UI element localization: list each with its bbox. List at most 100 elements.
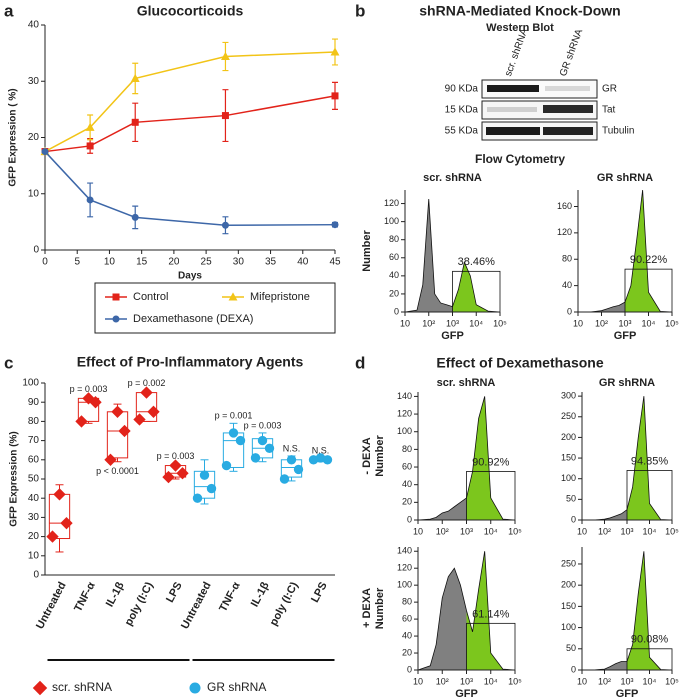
- y-tick-label: 0: [567, 306, 572, 316]
- x-tick-label: 45: [329, 257, 341, 268]
- marker: [104, 453, 117, 466]
- x-tick-label: 40: [297, 257, 309, 268]
- legend-label: scr. shRNA: [52, 680, 112, 694]
- x-tick-label: 10⁴: [642, 318, 656, 328]
- area-in-gate: [452, 262, 500, 312]
- y-tick-label: 40: [402, 630, 412, 640]
- x-tick-label: 10: [577, 526, 587, 536]
- marker: [293, 464, 304, 475]
- x-axis-label: GFP: [616, 688, 639, 700]
- annotation: N.S.: [283, 443, 301, 453]
- y-axis-label: GFP Expression (%): [9, 431, 20, 526]
- x-axis-label: Days: [178, 271, 202, 282]
- y-tick-label: 0: [407, 664, 412, 674]
- y-tick-label: 200: [561, 580, 576, 590]
- legend-label: GR shRNA: [207, 680, 266, 694]
- marker: [111, 405, 124, 418]
- blot-band: [543, 105, 593, 113]
- x-tick-label: 10³: [446, 318, 459, 328]
- y-tick-label: 120: [384, 198, 399, 208]
- annotation: p < 0.0001: [96, 466, 139, 476]
- marker: [308, 455, 319, 465]
- band-size: 90 KDa: [445, 84, 479, 95]
- marker: [140, 386, 153, 399]
- y-tick-label: 0: [394, 306, 399, 316]
- blot-band: [543, 127, 593, 135]
- histogram-outline: [417, 396, 516, 521]
- x-tick-label: 10: [413, 526, 423, 536]
- series-line: [44, 151, 336, 227]
- legend-marker: [189, 682, 201, 694]
- y-tick-label: 160: [557, 201, 572, 211]
- x-tick-label: 10⁵: [508, 526, 522, 536]
- chart-title: scr. shRNA: [423, 172, 482, 184]
- y-tick-label: 60: [402, 461, 412, 471]
- marker: [60, 516, 73, 530]
- x-tick-label: 10⁵: [665, 318, 679, 328]
- blot-band: [487, 85, 539, 92]
- marker: [235, 435, 246, 446]
- x-tick-label: LPS: [309, 580, 330, 605]
- series-line: [44, 51, 336, 153]
- y-tick-label: 40: [28, 493, 40, 504]
- x-tick-label: IL-1β: [249, 580, 272, 609]
- marker: [130, 73, 140, 82]
- area-below-gate: [418, 497, 467, 520]
- y-tick-label: 20: [28, 132, 40, 143]
- marker: [133, 413, 146, 426]
- y-axis-label: GFP Expression ( %): [8, 88, 19, 186]
- annotation: p = 0.001: [215, 411, 253, 421]
- marker: [162, 470, 175, 484]
- x-tick-label: 10: [413, 676, 423, 686]
- gate-label: 90.92%: [472, 456, 510, 468]
- legend-marker: [112, 293, 120, 301]
- marker: [118, 424, 131, 438]
- marker: [41, 148, 49, 156]
- legend-marker: [112, 315, 120, 323]
- y-tick-label: 250: [561, 411, 576, 421]
- y-tick-label: 30: [28, 512, 40, 523]
- x-tick-label: 10³: [620, 526, 633, 536]
- x-tick-label: 10⁴: [643, 526, 657, 536]
- lane-label: scr. shRNA: [503, 27, 531, 78]
- legend-label: Dexamethasone (DEXA): [133, 313, 253, 325]
- y-tick-label: 100: [397, 580, 412, 590]
- marker: [86, 196, 94, 204]
- y-tick-label: 50: [566, 494, 576, 504]
- x-tick-label: 10: [577, 676, 587, 686]
- chart-title: Glucocorticoids: [137, 3, 244, 19]
- x-tick-label: 20: [168, 257, 180, 268]
- x-tick-label: poly (I:C): [268, 580, 301, 628]
- blot-title: Western Blot: [486, 22, 554, 34]
- marker: [147, 405, 160, 418]
- y-axis-label: Number: [374, 587, 386, 629]
- area-below-gate: [578, 302, 625, 312]
- y-tick-label: 20: [28, 531, 40, 542]
- x-tick-label: 10: [573, 318, 583, 328]
- blot-strip: [481, 79, 598, 99]
- marker: [330, 47, 340, 56]
- y-tick-label: 80: [402, 597, 412, 607]
- column-heading: scr. shRNA: [437, 377, 496, 389]
- marker: [221, 112, 229, 120]
- panel-label: c: [4, 353, 13, 372]
- y-tick-label: 60: [28, 454, 40, 465]
- x-axis-label: GFP: [455, 688, 478, 700]
- y-tick-label: 100: [22, 378, 39, 389]
- y-axis-label: Number: [374, 435, 386, 477]
- x-tick-label: LPS: [164, 580, 185, 605]
- y-tick-label: 20: [389, 288, 399, 298]
- x-tick-label: 10: [400, 318, 410, 328]
- x-tick-label: 10⁵: [508, 676, 522, 686]
- x-tick-label: 10²: [422, 318, 435, 328]
- marker: [89, 396, 102, 409]
- annotation: p = 0.002: [128, 378, 166, 388]
- x-tick-label: 10³: [618, 318, 631, 328]
- area-below-gate: [418, 568, 467, 670]
- x-tick-label: 10⁵: [493, 318, 507, 328]
- marker: [131, 213, 139, 221]
- gate-label: 38.46%: [458, 256, 496, 268]
- marker: [331, 221, 339, 229]
- x-tick-label: TNF-α: [72, 580, 98, 614]
